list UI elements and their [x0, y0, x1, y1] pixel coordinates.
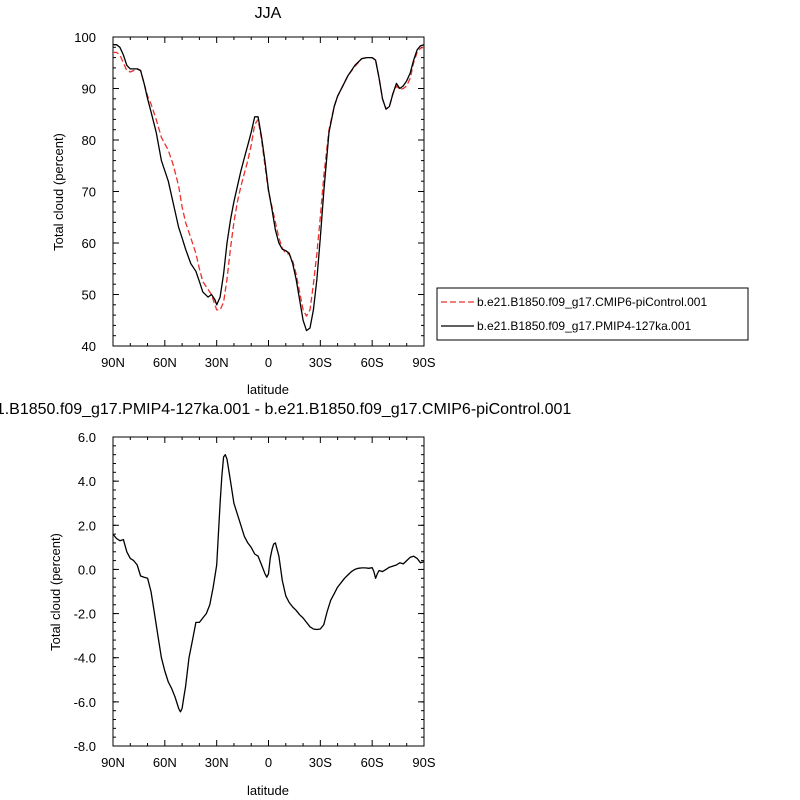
- bottom-y-tick-label: -6.0: [74, 695, 96, 710]
- top-y-tick-label: 100: [74, 30, 96, 45]
- bottom-y-tick-label: 4.0: [78, 474, 96, 489]
- bottom-y-tick-label: -2.0: [74, 607, 96, 622]
- top-x-tick-label: 60S: [361, 355, 384, 370]
- legend: b.e21.B1850.f09_g17.CMIP6-piControl.001 …: [436, 287, 749, 341]
- legend-box: [436, 287, 749, 341]
- top-x-tick-label: 30N: [205, 355, 229, 370]
- legend-label-127ka: b.e21.B1850.f09_g17.PMIP4-127ka.001: [477, 319, 691, 333]
- top-y-tick-label: 90: [82, 82, 96, 97]
- bottom-series-line-0: [112, 454, 425, 713]
- bottom-x-tick-label: 0: [265, 755, 272, 770]
- bottom-x-tick-label: 60N: [153, 755, 177, 770]
- bottom-y-tick-label: 0.0: [78, 562, 96, 577]
- bottom-y-tick-label: -8.0: [74, 739, 96, 754]
- bottom-x-tick-label: 30N: [205, 755, 229, 770]
- bottom-y-tick-label: 6.0: [78, 430, 96, 445]
- top-y-axis-label: Total cloud (percent): [51, 133, 66, 251]
- top-y-tick-label: 70: [82, 185, 96, 200]
- top-x-axis-label: latitude: [247, 382, 289, 397]
- top-y-tick-label: 80: [82, 133, 96, 148]
- top-chart-title: JJA: [255, 5, 282, 22]
- top-x-tick-label: 90N: [101, 355, 125, 370]
- top-y-tick-label: 40: [82, 339, 96, 354]
- bottom-x-tick-label: 60S: [361, 755, 384, 770]
- bottom-y-tick-label: 2.0: [78, 518, 96, 533]
- bottom-plot-area: 90N 60N 30N 0 30S 60S 90S 6.0 4.0 2.0 0.0 -2.0 -4.0 -…: [74, 430, 436, 770]
- top-x-tick-label: 0: [265, 355, 272, 370]
- bottom-y-axis-label: Total cloud (percent): [48, 533, 63, 651]
- top-series-line-1: [113, 44, 425, 332]
- legend-label-picontrol: b.e21.B1850.f09_g17.CMIP6-piControl.001: [477, 295, 707, 309]
- top-panel: JJA 90N 60N 30N 0 30S 60S 90S 100 90 80 70 60 50 40 l…: [51, 5, 749, 397]
- bottom-panel: b.e21.B1850.f09_g17.PMIP4-127ka.001 - b.…: [0, 401, 571, 798]
- top-x-tick-label: 30S: [309, 355, 332, 370]
- top-y-tick-label: 60: [82, 236, 96, 251]
- top-plot-area: 90N 60N 30N 0 30S 60S 90S 100 90 80 70 60 50 40: [74, 30, 436, 370]
- bottom-x-tick-label: 90S: [412, 755, 435, 770]
- bottom-chart-title: b.e21.B1850.f09_g17.PMIP4-127ka.001 - b.…: [0, 401, 571, 418]
- bottom-x-tick-label: 30S: [309, 755, 332, 770]
- top-x-tick-label: 90S: [412, 355, 435, 370]
- top-x-tick-label: 60N: [153, 355, 177, 370]
- top-y-tick-label: 50: [82, 288, 96, 303]
- bottom-x-axis-label: latitude: [247, 783, 289, 798]
- bottom-x-tick-label: 90N: [101, 755, 125, 770]
- bottom-y-tick-label: -4.0: [74, 651, 96, 666]
